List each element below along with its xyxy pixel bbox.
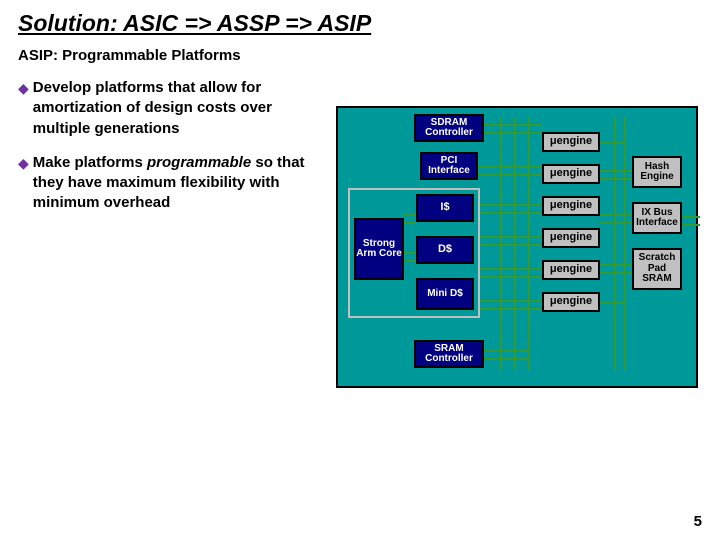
block-sramc: SRAM Controller [414, 340, 484, 368]
bus-line [480, 308, 542, 310]
block-u0: μengine [542, 132, 600, 152]
bus-line [484, 358, 530, 360]
bus-line [600, 170, 632, 172]
bus-line [480, 268, 542, 270]
bus-line [600, 264, 632, 266]
block-u1: μengine [542, 164, 600, 184]
bullet-text: Develop platforms that allow for amortiz… [33, 78, 330, 139]
bus-line [484, 124, 542, 126]
block-icache: I$ [416, 194, 474, 222]
bus-line [600, 142, 624, 144]
bus-line [600, 178, 632, 180]
bus-line [484, 350, 530, 352]
subtitle: ASIP: Programmable Platforms [18, 47, 702, 64]
bus-line [624, 118, 626, 370]
bullet-text: Make platforms programmable so that they… [33, 153, 330, 214]
bus-line [480, 244, 542, 246]
diamond-icon: ◆ [18, 80, 29, 97]
bus-line [480, 276, 542, 278]
bus-line [480, 212, 542, 214]
block-sdram: SDRAM Controller [414, 114, 484, 142]
block-u5: μengine [542, 292, 600, 312]
block-minid: Mini D$ [416, 278, 474, 310]
bus-line [614, 118, 616, 370]
bus-line [478, 166, 542, 168]
bus-line [600, 214, 632, 216]
bus-line [600, 272, 632, 274]
bus-line [480, 300, 542, 302]
bus-line [682, 216, 700, 218]
bus-line [600, 302, 624, 304]
bus-line [480, 204, 542, 206]
bus-line [478, 174, 542, 176]
bus-line [480, 236, 542, 238]
block-dcache: D$ [416, 236, 474, 264]
block-u2: μengine [542, 196, 600, 216]
bullet-item: ◆ Develop platforms that allow for amort… [18, 78, 330, 139]
bullet-list: ◆ Develop platforms that allow for amort… [18, 78, 330, 214]
block-u4: μengine [542, 260, 600, 280]
bus-line [600, 222, 632, 224]
bus-line [682, 224, 700, 226]
block-ixbus: IX Bus Interface [632, 202, 682, 234]
block-arm: Strong Arm Core [354, 218, 404, 280]
block-scratch: Scratch Pad SRAM [632, 248, 682, 290]
bus-line [484, 132, 542, 134]
architecture-diagram: SDRAM Controller PCI Interface Strong Arm … [336, 106, 698, 388]
block-u3: μengine [542, 228, 600, 248]
block-hash: Hash Engine [632, 156, 682, 188]
diamond-icon: ◆ [18, 155, 29, 172]
block-pci: PCI Interface [420, 152, 478, 180]
page-title: Solution: ASIC => ASSP => ASIP [18, 10, 702, 37]
page-number: 5 [694, 513, 702, 530]
bullet-item: ◆ Make platforms programmable so that th… [18, 153, 330, 214]
